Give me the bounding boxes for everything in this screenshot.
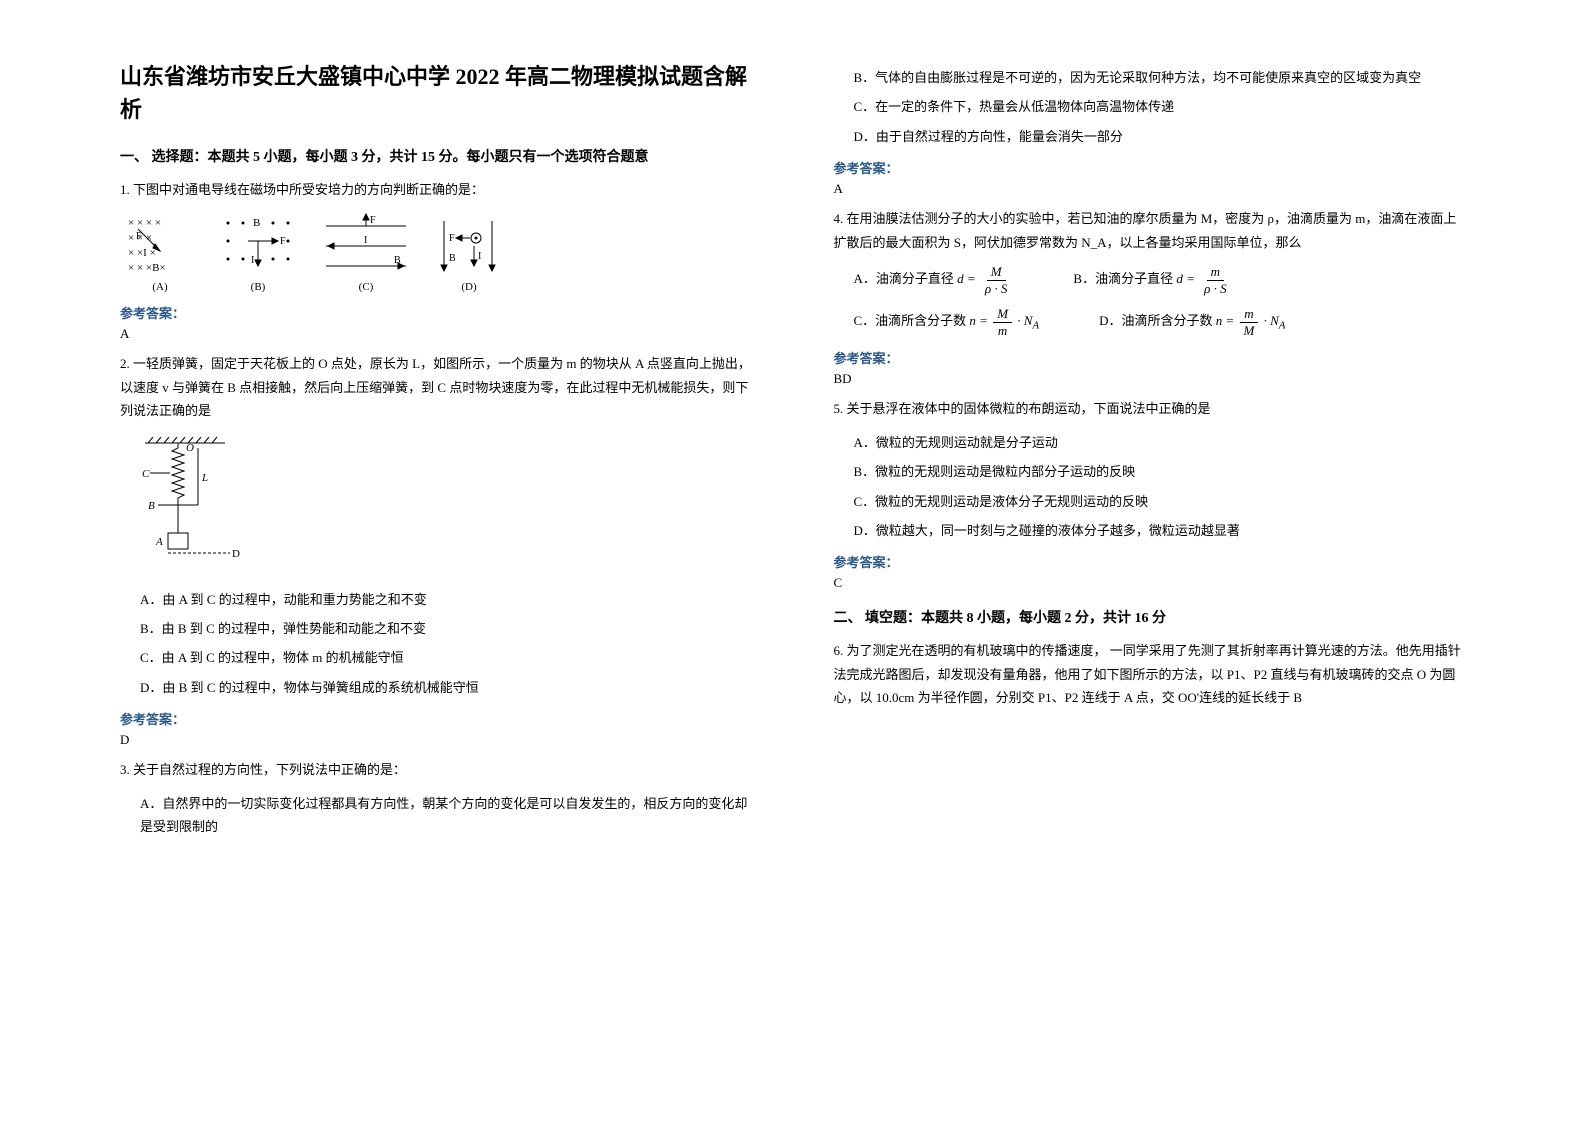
q2-answer: D (120, 732, 754, 748)
label-C: C (142, 468, 150, 480)
svg-text:× × ×B×: × × ×B× (128, 262, 166, 274)
spring-svg: O L C B A D (140, 433, 250, 573)
question-4-text: 4. 在用油膜法估测分子的大小的实验中，若已知油的摩尔质量为 M，密度为 ρ，油… (834, 207, 1468, 254)
q3-answer: A (834, 181, 1468, 197)
q3-option-a: A．自然界中的一切实际变化过程都具有方向性，朝某个方向的变化是可以自发发生的，相… (140, 792, 754, 839)
left-column: 山东省潍坊市安丘大盛镇中心中学 2022 年高二物理模拟试题含解析 一、 选择题… (100, 60, 794, 1062)
q5-answer: C (834, 575, 1468, 591)
q1-diagrams: × × × × × × × × ×I × × × ×B× F (A) (120, 211, 754, 293)
q1-answer: A (120, 326, 754, 342)
q1-label-a: (A) (120, 281, 200, 293)
label-A: A (155, 536, 163, 548)
q3-answer-label: 参考答案： (834, 158, 1468, 177)
q4-answer: BD (834, 371, 1468, 387)
diagram-d-svg: F B I (434, 211, 504, 281)
q1-diagram-d: F B I (D) (434, 211, 504, 293)
q2-option-d: D．由 B 到 C 的过程中，物体与弹簧组成的系统机械能守恒 (140, 676, 754, 699)
q4-options-cd: C．油滴所含分子数 n = Mm · NA D．油滴所含分子数 n = mM ·… (854, 306, 1468, 338)
section-1-title: 一、 选择题：本题共 5 小题，每小题 3 分，共计 15 分。每小题只有一个选… (120, 146, 754, 166)
diagram-a-svg: × × × × × × × × ×I × × × ×B× F (120, 211, 200, 281)
section-2-title: 二、 填空题：本题共 8 小题，每小题 2 分，共计 16 分 (834, 607, 1468, 627)
q2-option-a: A．由 A 到 C 的过程中，动能和重力势能之和不变 (140, 588, 754, 611)
svg-text:× × × ×: × × × × (128, 217, 161, 229)
q2-diagram: O L C B A D (140, 433, 754, 578)
diagram-c-svg: F I B (316, 211, 416, 281)
q5-option-d: D．微粒越大，同一时刻与之碰撞的液体分子越多，微粒运动越显著 (854, 519, 1468, 542)
label-L: L (201, 472, 208, 484)
exam-title: 山东省潍坊市安丘大盛镇中心中学 2022 年高二物理模拟试题含解析 (120, 60, 754, 126)
label-B: B (148, 500, 155, 512)
q4-optC-label: C．油滴所含分子数 (854, 310, 967, 329)
q4-optD-label: D．油滴所含分子数 (1099, 310, 1212, 329)
diagram-b-svg: B F I (218, 211, 298, 281)
q1-label-d: (D) (434, 281, 504, 293)
q5-answer-label: 参考答案： (834, 552, 1468, 571)
svg-text:B: B (394, 255, 401, 266)
q4-option-d: D．油滴所含分子数 n = mM · NA (1099, 306, 1285, 338)
q1-label-b: (B) (218, 281, 298, 293)
q1-diagram-b: B F I (B) (218, 211, 298, 293)
q4-option-c: C．油滴所含分子数 n = Mm · NA (854, 306, 1040, 338)
q5-option-c: C．微粒的无规则运动是液体分子无规则运动的反映 (854, 490, 1468, 513)
q3-option-d: D．由于自然过程的方向性，能量会消失一部分 (854, 125, 1468, 148)
svg-text:B: B (253, 217, 260, 229)
right-column: B．气体的自由膨胀过程是不可逆的，因为无论采取何种方法，均不可能使原来真空的区域… (794, 60, 1488, 1062)
label-O: O (186, 442, 194, 454)
q3-option-b: B．气体的自由膨胀过程是不可逆的，因为无论采取何种方法，均不可能使原来真空的区域… (854, 66, 1468, 89)
q1-label-c: (C) (316, 281, 416, 293)
q4-option-a: A．油滴分子直径 d = Mρ · S (854, 264, 1014, 296)
svg-text:× ×I ×: × ×I × (128, 247, 156, 259)
q5-option-a: A．微粒的无规则运动就是分子运动 (854, 431, 1468, 454)
svg-text:I: I (251, 255, 254, 266)
q4-options-ab: A．油滴分子直径 d = Mρ · S B．油滴分子直径 d = mρ · S (854, 264, 1468, 296)
question-5-text: 5. 关于悬浮在液体中的固体微粒的布朗运动，下面说法中正确的是 (834, 397, 1468, 420)
label-D: D (232, 548, 240, 560)
q4-stem: 4. 在用油膜法估测分子的大小的实验中，若已知油的摩尔质量为 M，密度为 ρ，油… (834, 211, 1457, 249)
q4-optA-label: A．油滴分子直径 (854, 268, 954, 287)
svg-text:I: I (364, 235, 367, 246)
q1-diagram-a: × × × × × × × × ×I × × × ×B× F (A) (120, 211, 200, 293)
svg-text:F: F (449, 233, 455, 244)
svg-text:F: F (136, 231, 142, 242)
q1-diagram-c: F I B (C) (316, 211, 416, 293)
q2-answer-label: 参考答案： (120, 709, 754, 728)
question-3-text: 3. 关于自然过程的方向性，下列说法中正确的是： (120, 758, 754, 781)
q2-option-c: C．由 A 到 C 的过程中，物体 m 的机械能守恒 (140, 646, 754, 669)
q2-option-b: B．由 B 到 C 的过程中，弹性势能和动能之和不变 (140, 617, 754, 640)
q5-option-b: B．微粒的无规则运动是微粒内部分子运动的反映 (854, 460, 1468, 483)
svg-text:B: B (449, 253, 456, 264)
question-6-text: 6. 为了测定光在透明的有机玻璃中的传播速度， 一同学采用了先测了其折射率再计算… (834, 639, 1468, 709)
q1-answer-label: 参考答案： (120, 303, 754, 322)
question-1-text: 1. 下图中对通电导线在磁场中所受安培力的方向判断正确的是： (120, 178, 754, 201)
question-2-text: 2. 一轻质弹簧，固定于天花板上的 O 点处，原长为 L，如图所示，一个质量为 … (120, 352, 754, 422)
svg-text:F: F (280, 236, 286, 247)
svg-text:I: I (478, 251, 481, 262)
q4-optB-label: B．油滴分子直径 (1073, 268, 1173, 287)
q4-answer-label: 参考答案： (834, 348, 1468, 367)
q3-option-c: C．在一定的条件下，热量会从低温物体向高温物体传递 (854, 95, 1468, 118)
svg-text:F: F (370, 215, 376, 226)
q4-option-b: B．油滴分子直径 d = mρ · S (1073, 264, 1232, 296)
